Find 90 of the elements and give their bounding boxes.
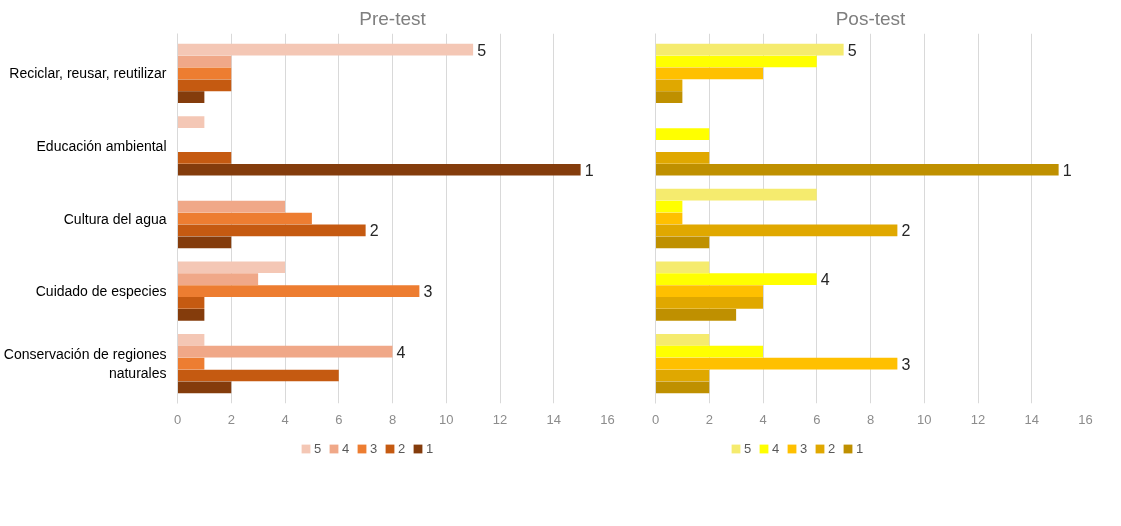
bar <box>655 91 683 104</box>
x-tick-label: 6 <box>813 411 821 427</box>
text: 1 <box>1062 161 1072 179</box>
bar <box>177 43 474 56</box>
bar <box>655 261 710 274</box>
bar <box>655 152 710 164</box>
x-tick-label: 0 <box>173 411 182 427</box>
bar <box>177 285 420 297</box>
bar <box>177 345 393 358</box>
bar <box>177 369 339 382</box>
bar <box>655 128 710 140</box>
bar <box>655 224 898 237</box>
x-tick-label: 10 <box>439 411 454 427</box>
x-tick-label: 16 <box>600 411 615 427</box>
bar <box>655 297 763 309</box>
bar <box>177 116 205 128</box>
legend-label: 4 <box>772 441 780 456</box>
bar <box>655 357 898 370</box>
text: 2 <box>901 222 911 240</box>
bar <box>177 357 205 370</box>
bar <box>177 381 232 394</box>
text: 1 <box>584 161 594 179</box>
x-tick-label: 14 <box>546 411 561 427</box>
bar <box>655 188 817 201</box>
bar <box>177 152 232 164</box>
x-tick-label: 4 <box>281 411 289 427</box>
x-tick-label: 0 <box>651 411 660 427</box>
x-tick-label: 10 <box>917 411 932 427</box>
bar <box>655 79 683 92</box>
bar <box>177 67 232 80</box>
bar <box>177 55 232 68</box>
bar <box>177 224 366 237</box>
x-tick-label: 12 <box>492 411 508 427</box>
legend-label: 3 <box>370 441 378 456</box>
bar <box>655 273 817 285</box>
bar <box>655 212 683 225</box>
bar <box>177 163 581 176</box>
bar <box>655 236 710 249</box>
bar <box>177 261 285 274</box>
x-tick-label: 2 <box>227 411 235 427</box>
bar <box>177 236 232 249</box>
x-tick-label: 6 <box>335 411 343 427</box>
y-tick-label: Reciclar, reusar, reutilizar <box>9 65 167 82</box>
bar <box>655 285 763 297</box>
legend-label: 5 <box>314 441 322 456</box>
x-tick-label: 4 <box>759 411 767 427</box>
x-tick-label: 12 <box>970 411 986 427</box>
text: 5 <box>847 41 857 59</box>
legend-label: 3 <box>800 441 808 456</box>
bar <box>655 200 683 213</box>
y-tick-label: Cuidado de especies <box>35 283 167 300</box>
bar <box>655 55 817 68</box>
bar <box>655 345 763 358</box>
bar <box>655 333 710 346</box>
x-tick-label: 8 <box>866 411 875 427</box>
bar <box>655 309 737 321</box>
x-tick-label: 16 <box>1078 411 1093 427</box>
x-tick-label: 8 <box>388 411 397 427</box>
bar <box>177 79 232 92</box>
legend-label: 2 <box>398 441 406 456</box>
bar <box>655 163 1059 176</box>
text: 4 <box>820 271 830 289</box>
x-tick-label: 14 <box>1024 411 1039 427</box>
chart-title: Pre-test <box>359 7 427 29</box>
bar <box>655 369 710 382</box>
text: 3 <box>901 355 911 373</box>
legend-label: 2 <box>828 441 836 456</box>
chart-title: Pos-test <box>835 7 907 29</box>
bar <box>177 273 259 285</box>
y-tick-label: Conservación de regiones naturales <box>3 346 167 382</box>
text: 2 <box>369 222 379 240</box>
bar <box>177 200 285 213</box>
legend-label: 5 <box>744 441 752 456</box>
bar <box>655 67 763 80</box>
text: 5 <box>477 41 487 59</box>
x-tick-label: 2 <box>705 411 713 427</box>
legend-label: 1 <box>426 441 434 456</box>
bar <box>655 381 710 394</box>
bar <box>177 297 205 309</box>
bar <box>177 309 205 321</box>
bar <box>655 43 844 56</box>
legend-label: 4 <box>342 441 350 456</box>
legend-label: 1 <box>856 441 864 456</box>
bar <box>177 212 312 225</box>
y-tick-label: Cultura del agua <box>63 210 167 227</box>
bar <box>177 333 205 346</box>
bar <box>177 91 205 104</box>
text: 3 <box>423 283 433 301</box>
y-tick-label: Educación ambiental <box>36 137 167 154</box>
text: 4 <box>396 343 406 361</box>
